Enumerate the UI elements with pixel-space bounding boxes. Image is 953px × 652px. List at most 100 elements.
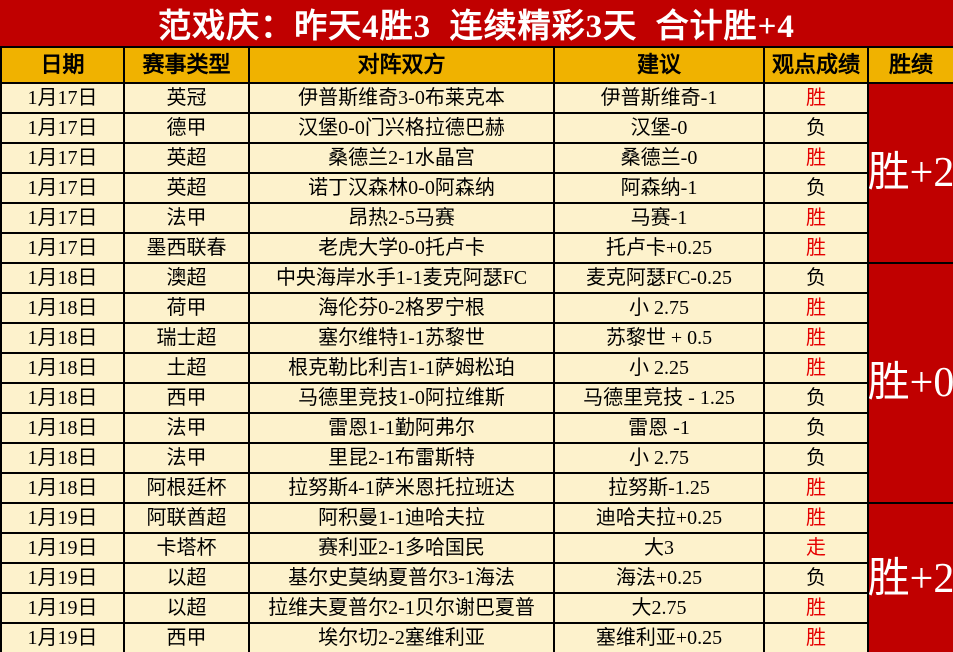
tip-cell: 小 2.75 <box>555 444 765 474</box>
date-cell: 1月17日 <box>2 234 125 264</box>
match-cell: 塞尔维特1-1苏黎世 <box>250 324 555 354</box>
result-cell: 胜 <box>765 234 869 264</box>
tip-cell: 拉努斯-1.25 <box>555 474 765 504</box>
match-cell: 拉维夫夏普尔2-1贝尔谢巴夏普 <box>250 594 555 624</box>
date-cell: 1月18日 <box>2 294 125 324</box>
match-cell: 赛利亚2-1多哈国民 <box>250 534 555 564</box>
result-cell: 胜 <box>765 144 869 174</box>
date-cell: 1月19日 <box>2 624 125 652</box>
result-cell: 胜 <box>765 84 869 114</box>
result-cell: 胜 <box>765 324 869 354</box>
date-cell: 1月18日 <box>2 264 125 294</box>
result-cell: 负 <box>765 264 869 294</box>
results-table: 日期 赛事类型 对阵双方 建议 观点成绩 胜绩 1月17日 英冠 伊普斯维奇3-0布莱克本 伊普斯… <box>0 46 953 652</box>
league-cell: 法甲 <box>125 204 250 234</box>
league-cell: 法甲 <box>125 414 250 444</box>
league-cell: 土超 <box>125 354 250 384</box>
col-header-date: 日期 <box>2 48 125 84</box>
result-cell: 胜 <box>765 504 869 534</box>
match-cell: 老虎大学0-0托卢卡 <box>250 234 555 264</box>
date-cell: 1月18日 <box>2 414 125 444</box>
col-header-tip: 建议 <box>555 48 765 84</box>
result-cell: 胜 <box>765 624 869 652</box>
result-cell: 走 <box>765 534 869 564</box>
tip-cell: 托卢卡+0.25 <box>555 234 765 264</box>
date-cell: 1月18日 <box>2 444 125 474</box>
match-cell: 里昆2-1布雷斯特 <box>250 444 555 474</box>
league-cell: 阿联酋超 <box>125 504 250 534</box>
match-cell: 海伦芬0-2格罗宁根 <box>250 294 555 324</box>
match-cell: 基尔史莫纳夏普尔3-1海法 <box>250 564 555 594</box>
result-cell: 负 <box>765 174 869 204</box>
league-cell: 以超 <box>125 564 250 594</box>
date-cell: 1月18日 <box>2 354 125 384</box>
tip-cell: 麦克阿瑟FC-0.25 <box>555 264 765 294</box>
date-cell: 1月17日 <box>2 174 125 204</box>
match-cell: 马德里竞技1-0阿拉维斯 <box>250 384 555 414</box>
tip-cell: 海法+0.25 <box>555 564 765 594</box>
league-cell: 墨西联春 <box>125 234 250 264</box>
col-header-record: 胜绩 <box>869 48 953 84</box>
date-cell: 1月18日 <box>2 474 125 504</box>
result-cell: 胜 <box>765 204 869 234</box>
league-cell: 法甲 <box>125 444 250 474</box>
match-cell: 阿积曼1-1迪哈夫拉 <box>250 504 555 534</box>
match-cell: 根克勒比利吉1-1萨姆松珀 <box>250 354 555 384</box>
result-cell: 胜 <box>765 354 869 384</box>
match-cell: 雷恩1-1勤阿弗尔 <box>250 414 555 444</box>
result-cell: 胜 <box>765 294 869 324</box>
match-cell: 桑德兰2-1水晶宫 <box>250 144 555 174</box>
record-cell: 胜+0 <box>869 264 953 504</box>
tip-cell: 大2.75 <box>555 594 765 624</box>
league-cell: 英冠 <box>125 84 250 114</box>
match-cell: 中央海岸水手1-1麦克阿瑟FC <box>250 264 555 294</box>
league-cell: 英超 <box>125 174 250 204</box>
tip-cell: 汉堡-0 <box>555 114 765 144</box>
date-cell: 1月17日 <box>2 114 125 144</box>
date-cell: 1月19日 <box>2 534 125 564</box>
match-cell: 拉努斯4-1萨米恩托拉班达 <box>250 474 555 504</box>
result-cell: 负 <box>765 564 869 594</box>
result-cell: 负 <box>765 384 869 414</box>
date-cell: 1月19日 <box>2 504 125 534</box>
tip-cell: 雷恩 -1 <box>555 414 765 444</box>
tip-cell: 小 2.25 <box>555 354 765 384</box>
banner-title: 范戏庆：昨天4胜3 连续精彩3天 合计胜+4 <box>0 0 953 46</box>
league-cell: 德甲 <box>125 114 250 144</box>
date-cell: 1月19日 <box>2 564 125 594</box>
result-cell: 负 <box>765 414 869 444</box>
league-cell: 以超 <box>125 594 250 624</box>
record-cell: 胜+2 <box>869 504 953 652</box>
date-cell: 1月17日 <box>2 204 125 234</box>
result-cell: 负 <box>765 444 869 474</box>
league-cell: 阿根廷杯 <box>125 474 250 504</box>
match-cell: 伊普斯维奇3-0布莱克本 <box>250 84 555 114</box>
date-cell: 1月18日 <box>2 324 125 354</box>
match-cell: 埃尔切2-2塞维利亚 <box>250 624 555 652</box>
col-header-result: 观点成绩 <box>765 48 869 84</box>
match-cell: 汉堡0-0门兴格拉德巴赫 <box>250 114 555 144</box>
tip-cell: 塞维利亚+0.25 <box>555 624 765 652</box>
match-cell: 诺丁汉森林0-0阿森纳 <box>250 174 555 204</box>
date-cell: 1月19日 <box>2 594 125 624</box>
league-cell: 卡塔杯 <box>125 534 250 564</box>
league-cell: 西甲 <box>125 384 250 414</box>
tip-cell: 苏黎世 + 0.5 <box>555 324 765 354</box>
tip-cell: 伊普斯维奇-1 <box>555 84 765 114</box>
tip-cell: 大3 <box>555 534 765 564</box>
league-cell: 荷甲 <box>125 294 250 324</box>
date-cell: 1月17日 <box>2 84 125 114</box>
tip-cell: 桑德兰-0 <box>555 144 765 174</box>
league-cell: 西甲 <box>125 624 250 652</box>
tip-cell: 马德里竞技 - 1.25 <box>555 384 765 414</box>
tip-cell: 迪哈夫拉+0.25 <box>555 504 765 534</box>
match-cell: 昂热2-5马赛 <box>250 204 555 234</box>
tip-cell: 小 2.75 <box>555 294 765 324</box>
record-cell: 胜+2 <box>869 84 953 264</box>
league-cell: 英超 <box>125 144 250 174</box>
tip-cell: 阿森纳-1 <box>555 174 765 204</box>
result-cell: 胜 <box>765 474 869 504</box>
result-cell: 负 <box>765 114 869 144</box>
col-header-match: 对阵双方 <box>250 48 555 84</box>
date-cell: 1月17日 <box>2 144 125 174</box>
